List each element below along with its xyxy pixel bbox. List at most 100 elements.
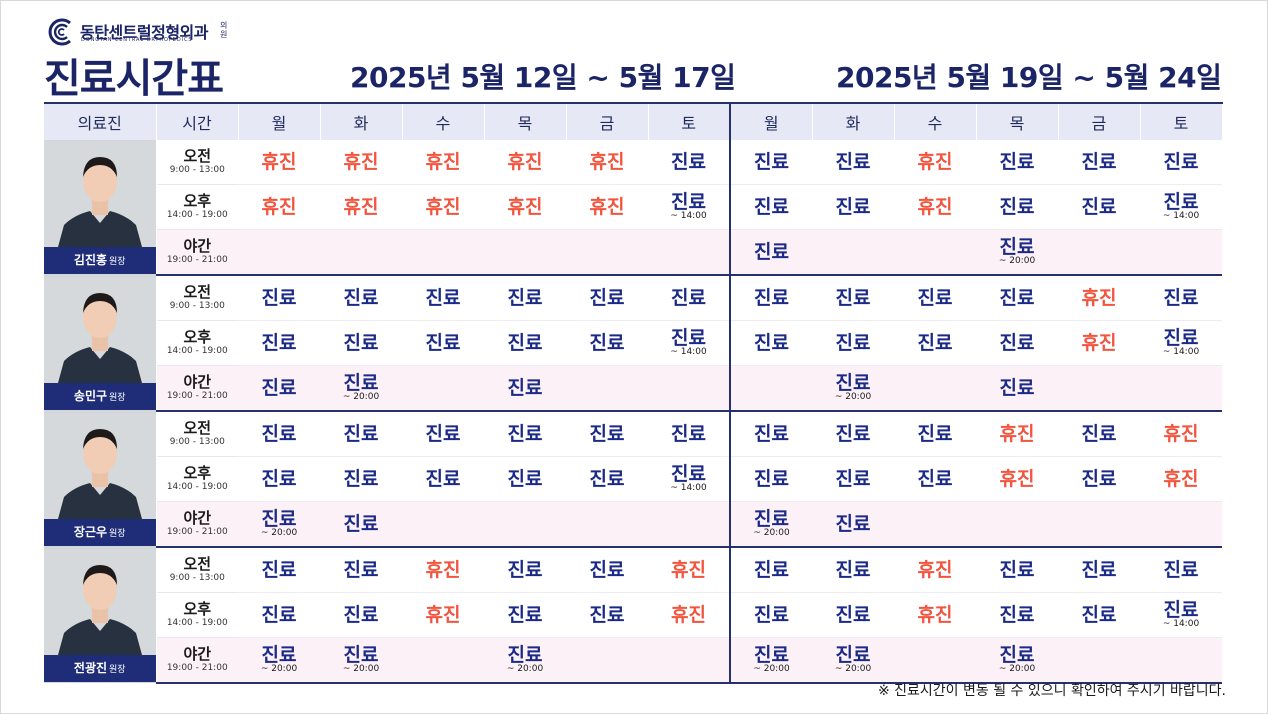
status-open: 진료 [1081, 559, 1117, 581]
time-slot-range: 14:00 - 19:00 [166, 482, 228, 492]
time-slot-range: 19:00 - 21:00 [166, 255, 228, 265]
schedule-cell: 진료 [238, 365, 320, 412]
status-closed: 휴진 [671, 559, 706, 581]
time-slot-cell: 오전 9:00 - 13:00 [156, 140, 238, 185]
status-open: 진료 [425, 287, 461, 309]
header-day: 화 [812, 102, 895, 140]
schedule-cell: 진료 ~ 20:00 [976, 637, 1058, 684]
status-closed: 휴진 [507, 151, 543, 173]
schedule-cell: 진료 [976, 365, 1058, 412]
header-day: 목 [484, 102, 567, 140]
schedule-cell: 진료 [402, 456, 484, 502]
doctor-cell: 송민구 원장 [44, 275, 157, 411]
status-open: 진료 [999, 287, 1035, 309]
header-time: 시간 [156, 102, 239, 140]
hours-note: ~ 14:00 [1162, 210, 1200, 221]
status-open: 진료 [425, 332, 461, 354]
hours-note: ~ 20:00 [260, 663, 298, 674]
schedule-cell [1140, 637, 1222, 684]
status-open: 진료 [835, 151, 871, 173]
schedule-cell: 진료 [1140, 547, 1222, 593]
time-slot-cell: 오후 14:00 - 19:00 [156, 320, 238, 366]
status-open: 진료 [1081, 468, 1117, 490]
status-open: 진료 [261, 377, 297, 399]
time-slot-label: 오전 [183, 283, 212, 301]
status-open: 진료 [671, 462, 706, 485]
status-open: 진료 [835, 423, 871, 445]
status-open: 진료 [507, 643, 543, 666]
schedule-cell: 휴진 [648, 547, 730, 593]
schedule-cell: 휴진 [976, 411, 1058, 457]
schedule-cell: 진료 [976, 184, 1058, 230]
time-slot-range: 9:00 - 13:00 [169, 301, 225, 311]
schedule-cell [238, 229, 320, 276]
schedule-cell: 진료 [812, 411, 894, 457]
time-slot-cell: 오전 9:00 - 13:00 [156, 411, 238, 457]
status-open: 진료 [589, 423, 625, 445]
time-slot-label: 오후 [183, 328, 212, 346]
hours-note: ~ 20:00 [998, 255, 1036, 266]
schedule-cell: 진료 [976, 592, 1058, 638]
schedule-cell: 휴진 [484, 140, 566, 185]
doctor-role: 원장 [109, 528, 126, 539]
status-closed: 휴진 [1081, 287, 1117, 309]
schedule-cell: 진료 [402, 411, 484, 457]
status-open: 진료 [261, 507, 297, 530]
time-slot-cell: 오후 14:00 - 19:00 [156, 456, 238, 502]
status-open: 진료 [343, 513, 379, 535]
schedule-cell: 진료 [729, 320, 812, 366]
schedule-row-am: 송민구 원장 오전 9:00 - 13:00 진료 진료 진료 진료 진료 진료 진료 진료 진료 진료 휴… [44, 275, 1222, 411]
page-title: 진료시간표 [44, 56, 224, 102]
schedule-cell [894, 229, 976, 276]
time-slot-cell: 야간 19:00 - 21:00 [156, 637, 238, 684]
schedule-cell [894, 637, 976, 684]
status-open: 진료 [1081, 604, 1117, 626]
doctor-cell: 김진홍 원장 [44, 140, 157, 275]
header-day: 토 [648, 102, 731, 140]
status-open: 진료 [507, 604, 543, 626]
schedule-row-pm: 오후 14:00 - 19:00 진료 진료 휴진 진료 진료 휴진 진료 진료 휴진 진료 진료 진료 ~… [44, 592, 1222, 638]
schedule-cell: 진료 ~ 14:00 [1140, 592, 1222, 638]
status-open: 진료 [589, 287, 625, 309]
status-open: 진료 [754, 507, 789, 530]
status-open: 진료 [671, 326, 706, 349]
status-closed: 휴진 [917, 151, 953, 173]
time-slot-cell: 오전 9:00 - 13:00 [156, 275, 238, 321]
status-open: 진료 [835, 513, 871, 535]
doctor-role: 원장 [109, 664, 126, 675]
time-slot-label: 오후 [183, 600, 212, 618]
status-open: 진료 [507, 468, 543, 490]
status-open: 진료 [917, 423, 953, 445]
hours-note: ~ 20:00 [506, 663, 544, 674]
header-day: 금 [566, 102, 649, 140]
status-open: 진료 [261, 559, 297, 581]
schedule-cell: 진료 ~ 20:00 [812, 365, 894, 412]
status-open: 진료 [261, 423, 297, 445]
time-slot-range: 19:00 - 21:00 [166, 663, 228, 673]
time-slot-range: 19:00 - 21:00 [166, 391, 228, 401]
schedule-row-pm: 오후 14:00 - 19:00 진료 진료 진료 진료 진료 진료 ~ 14:00 진료 진료 진료… [44, 456, 1222, 502]
header-day: 수 [894, 102, 977, 140]
header-day: 금 [1058, 102, 1141, 140]
week1-title: 2025년 5월 12일 ~ 5월 17일 [350, 61, 736, 94]
doctor-photo-icon [44, 412, 156, 519]
schedule-cell: 진료 [1058, 547, 1140, 593]
schedule-cell: 진료 [566, 592, 648, 638]
schedule-cell: 휴진 [566, 140, 648, 185]
hours-note: ~ 20:00 [998, 663, 1036, 674]
schedule-cell [1058, 501, 1140, 548]
doctor-name: 전광진 [73, 660, 108, 675]
schedule-cell: 진료 [320, 411, 402, 457]
status-open: 진료 [999, 643, 1035, 666]
schedule-cell [566, 365, 648, 412]
status-closed: 휴진 [999, 423, 1035, 445]
hours-note: ~ 20:00 [342, 391, 380, 402]
status-open: 진료 [671, 287, 706, 309]
status-closed: 휴진 [1081, 332, 1117, 354]
doctor-name-badge: 송민구 원장 [44, 382, 156, 410]
schedule-cell: 진료 [238, 592, 320, 638]
schedule-cell [976, 501, 1058, 548]
schedule-cell [566, 229, 648, 276]
schedule-cell: 휴진 [484, 184, 566, 230]
logo-c-icon [48, 18, 71, 46]
